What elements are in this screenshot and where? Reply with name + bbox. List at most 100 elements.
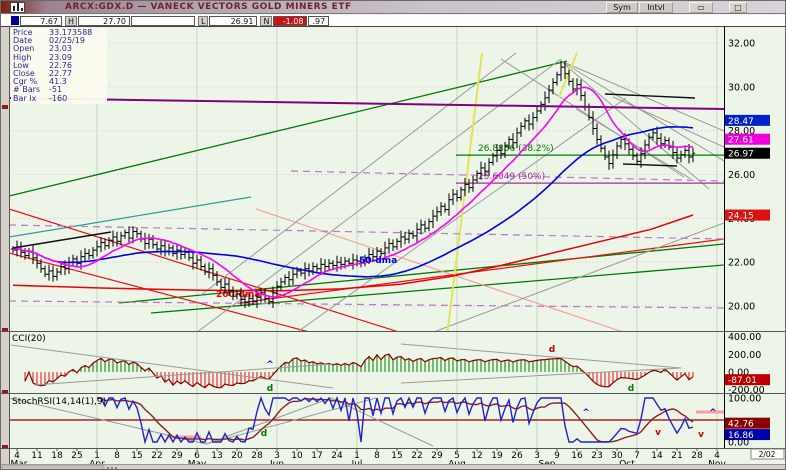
price-axis: 32.0030.0028.0026.0024.0022.0020.0028.47… <box>725 39 770 449</box>
svg-text:d: d <box>261 429 267 439</box>
horizontal-scrollbar[interactable] <box>1 464 786 470</box>
svg-text:16: 16 <box>571 451 583 461</box>
stochrsi-k-line <box>97 395 694 445</box>
svg-text:21: 21 <box>671 451 682 461</box>
svg-text:22.00: 22.00 <box>728 258 755 269</box>
svg-text:22: 22 <box>151 451 162 461</box>
svg-text:2/02: 2/02 <box>759 450 776 459</box>
svg-text:29: 29 <box>171 451 183 461</box>
svg-text:29: 29 <box>431 451 443 461</box>
net-change-field[interactable]: -1.08 <box>273 15 308 26</box>
cci-histogram <box>24 354 694 388</box>
svg-text:StochRSI(14,14(1),9): StochRSI(14,14(1),9) <box>12 397 106 407</box>
window-title: ARCX:GDX.D — VANECK VECTORS GOLD MINERS … <box>65 2 352 12</box>
cci-trendlines[interactable] <box>10 343 682 389</box>
maximize-button[interactable]: □ <box>729 2 747 13</box>
info-row: Cgr % 41.3 <box>13 77 67 87</box>
stoch-marker: v <box>655 428 661 438</box>
splitter-handle[interactable] <box>2 445 8 449</box>
svg-text:4: 4 <box>14 451 20 461</box>
pane-splitter-gutter[interactable] <box>1 26 9 470</box>
open-color-chip <box>11 16 19 25</box>
stoch-marker: ^ <box>709 408 717 418</box>
svg-text:26.00: 26.00 <box>728 170 755 181</box>
pane-frame <box>1 26 785 464</box>
scrollbar-grip <box>115 467 117 469</box>
stochrsi-pane: ^ ^ v v d StochRSI(14,14(1),9) <box>9 395 724 447</box>
svg-text:50-dma: 50-dma <box>359 256 397 266</box>
svg-text:d: d <box>267 384 273 394</box>
scrollbar-grip <box>107 467 109 469</box>
svg-text:5: 5 <box>454 451 460 461</box>
svg-text:9: 9 <box>554 451 560 461</box>
info-row: Open 23.03 <box>13 44 72 54</box>
info-row: Bar Ix -160 <box>13 93 68 103</box>
info-row: High 23.09 <box>13 52 72 62</box>
svg-text:3: 3 <box>274 451 280 461</box>
splitter-handle[interactable] <box>2 105 8 109</box>
title-bar[interactable]: ARCX:GDX.D — VANECK VECTORS GOLD MINERS … <box>1 1 785 14</box>
last-price-field[interactable]: .97 <box>308 15 330 26</box>
cci-marker: d <box>549 345 555 355</box>
svg-text:^: ^ <box>582 408 590 418</box>
svg-text:16.86: 16.86 <box>728 431 754 441</box>
svg-text:30.00: 30.00 <box>728 82 755 93</box>
scrollbar-grip <box>111 467 113 469</box>
svg-text:25.6049 (50%): 25.6049 (50%) <box>478 172 545 182</box>
stoch-badge <box>725 429 770 441</box>
svg-text:23: 23 <box>591 451 602 461</box>
svg-text:15: 15 <box>391 451 402 461</box>
price-badge <box>725 114 770 126</box>
high-label: H <box>65 15 78 26</box>
svg-text:-87.01: -87.01 <box>728 376 757 386</box>
svg-text:0.00: 0.00 <box>728 438 749 449</box>
svg-text:3: 3 <box>534 451 540 461</box>
stoch-marker: v <box>698 430 704 440</box>
open-field[interactable]: 7.67 <box>20 15 62 26</box>
cci-marker: d <box>628 384 634 394</box>
svg-text:28: 28 <box>251 451 263 461</box>
svg-text:20: 20 <box>231 451 243 461</box>
svg-text:12: 12 <box>471 451 482 461</box>
minimize-button[interactable]: ▭ <box>689 2 713 13</box>
stoch-marker: ^ <box>582 408 590 418</box>
svg-text:20.00: 20.00 <box>728 302 755 313</box>
svg-text:^: ^ <box>266 360 274 370</box>
svg-text:28.00: 28.00 <box>728 126 755 137</box>
intvl-button[interactable]: Intvl <box>639 2 673 13</box>
price-pane: 26.8856 (38.2%) 25.6049 (50%) 200-dma 50-dm… <box>9 52 724 331</box>
svg-text:28.47: 28.47 <box>728 117 754 127</box>
svg-text:32.00: 32.00 <box>728 39 755 50</box>
low-field[interactable]: 26.91 <box>209 15 258 26</box>
svg-text:14: 14 <box>651 451 663 461</box>
high-field[interactable]: 27.70 <box>78 15 131 26</box>
svg-text:0.00: 0.00 <box>728 368 749 379</box>
splitter-handle[interactable] <box>2 328 8 332</box>
svg-text:11: 11 <box>31 451 42 461</box>
blank-field[interactable] <box>131 15 196 26</box>
svg-text:15: 15 <box>131 451 142 461</box>
svg-text:400.00: 400.00 <box>728 332 761 343</box>
info-row: # Bars -51 <box>13 85 63 95</box>
svg-text:24.15: 24.15 <box>728 212 754 222</box>
scrollbar-thumb[interactable] <box>1 465 105 470</box>
info-row: Low 22.76 <box>13 60 72 70</box>
svg-text:d: d <box>549 345 555 355</box>
sym-button[interactable]: Sym <box>606 2 638 13</box>
svg-text:1: 1 <box>354 451 360 461</box>
svg-text:17: 17 <box>311 451 322 461</box>
cci-marker: d <box>267 384 273 394</box>
info-row: Price 33.173588 <box>13 28 93 37</box>
price-badge <box>725 133 770 145</box>
svg-text:25: 25 <box>71 451 82 461</box>
ma-50-line <box>12 125 694 278</box>
trendlines-over[interactable] <box>9 93 724 249</box>
svg-text:13: 13 <box>211 451 222 461</box>
svg-text:10: 10 <box>291 451 303 461</box>
svg-text:d: d <box>628 384 634 394</box>
chart-window-icon[interactable] <box>10 2 25 13</box>
cci-pane: ^ d d d CCI(20) <box>10 334 694 394</box>
svg-text:7: 7 <box>634 451 640 461</box>
splitter-handle[interactable] <box>2 390 8 394</box>
svg-text:v: v <box>655 428 661 438</box>
